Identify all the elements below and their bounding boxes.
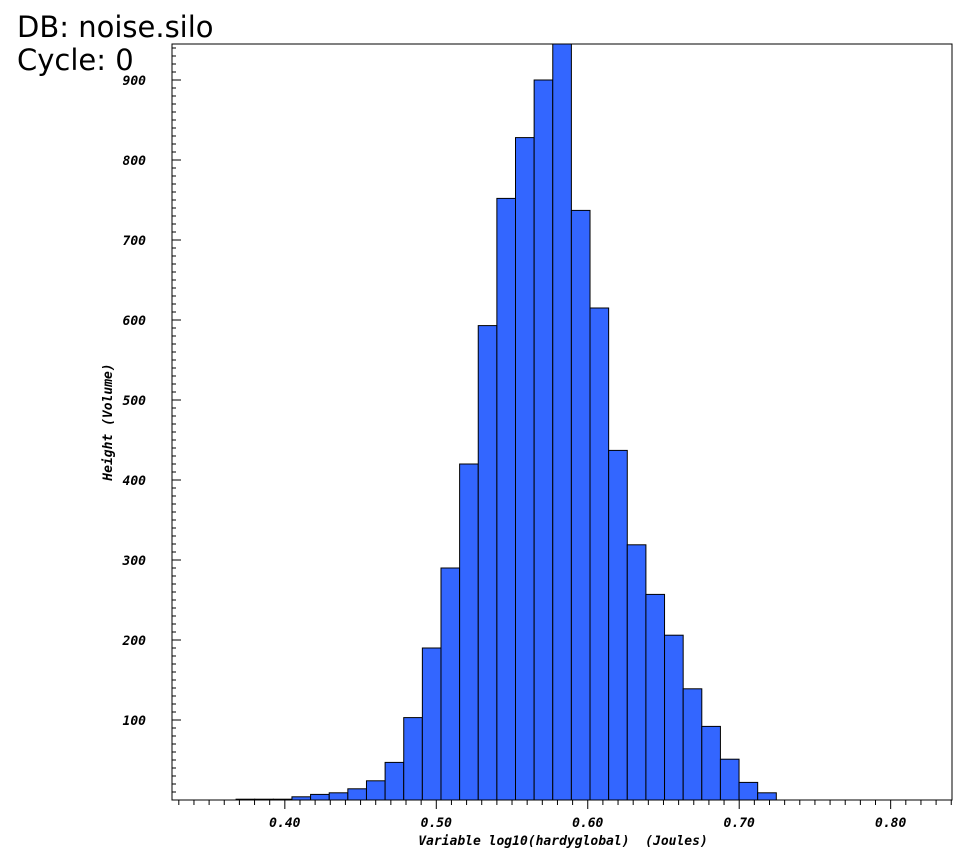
histogram-bar — [570, 209, 591, 801]
plot-frame — [171, 43, 953, 801]
histogram-bar — [757, 792, 777, 801]
y-tick-label: 100 — [123, 714, 147, 729]
y-axis-label: Height (Volume) — [101, 363, 116, 481]
histogram-bar — [738, 781, 759, 801]
x-tick-label: 0.70 — [724, 816, 755, 831]
histogram-bar — [384, 761, 405, 801]
histogram-bar — [701, 725, 721, 801]
y-tick-label: 900 — [123, 74, 147, 89]
histogram-bar — [626, 544, 647, 801]
histogram-bar — [496, 197, 516, 801]
y-tick-label: 400 — [123, 474, 147, 489]
histogram-bar — [608, 449, 628, 801]
histogram-bar — [421, 647, 442, 801]
histogram-bar — [440, 567, 461, 801]
histogram-bar — [477, 325, 498, 801]
histogram-bar — [347, 788, 367, 801]
x-tick-label: 0.50 — [421, 816, 452, 831]
histogram-bar — [552, 43, 572, 801]
histogram-bar — [589, 307, 610, 801]
histogram-bar — [310, 793, 330, 801]
histogram-bar — [459, 463, 479, 801]
cycle-label: Cycle: 0 — [17, 43, 134, 77]
database-label: DB: noise.silo — [17, 10, 214, 44]
histogram-bar — [645, 593, 666, 801]
histogram-bar — [664, 634, 684, 801]
y-tick-label: 700 — [123, 234, 147, 249]
y-tick-label: 800 — [123, 154, 147, 169]
y-tick-label: 200 — [122, 634, 147, 649]
x-tick-label: 0.80 — [875, 816, 906, 831]
histogram-bar — [403, 717, 423, 801]
plot-axes: 100 200 300 400 500 600 700 800 900 0.40 0.50 0.60 0… — [122, 43, 953, 831]
histogram-bar — [533, 79, 554, 801]
histogram-bar — [328, 792, 349, 801]
histogram-bar — [719, 758, 740, 801]
y-tick-label: 500 — [123, 394, 147, 409]
x-tick-label: 0.60 — [572, 816, 603, 831]
y-tick-label: 300 — [122, 554, 147, 569]
x-axis-label: Variable log10(hardyglobal) (Joules) — [418, 834, 708, 849]
histogram-bar — [515, 137, 535, 801]
histogram-bar — [365, 780, 386, 801]
histogram-bars — [235, 43, 777, 801]
histogram-bar — [682, 688, 703, 801]
y-tick-label: 600 — [123, 314, 147, 329]
x-tick-label: 0.40 — [269, 816, 300, 831]
